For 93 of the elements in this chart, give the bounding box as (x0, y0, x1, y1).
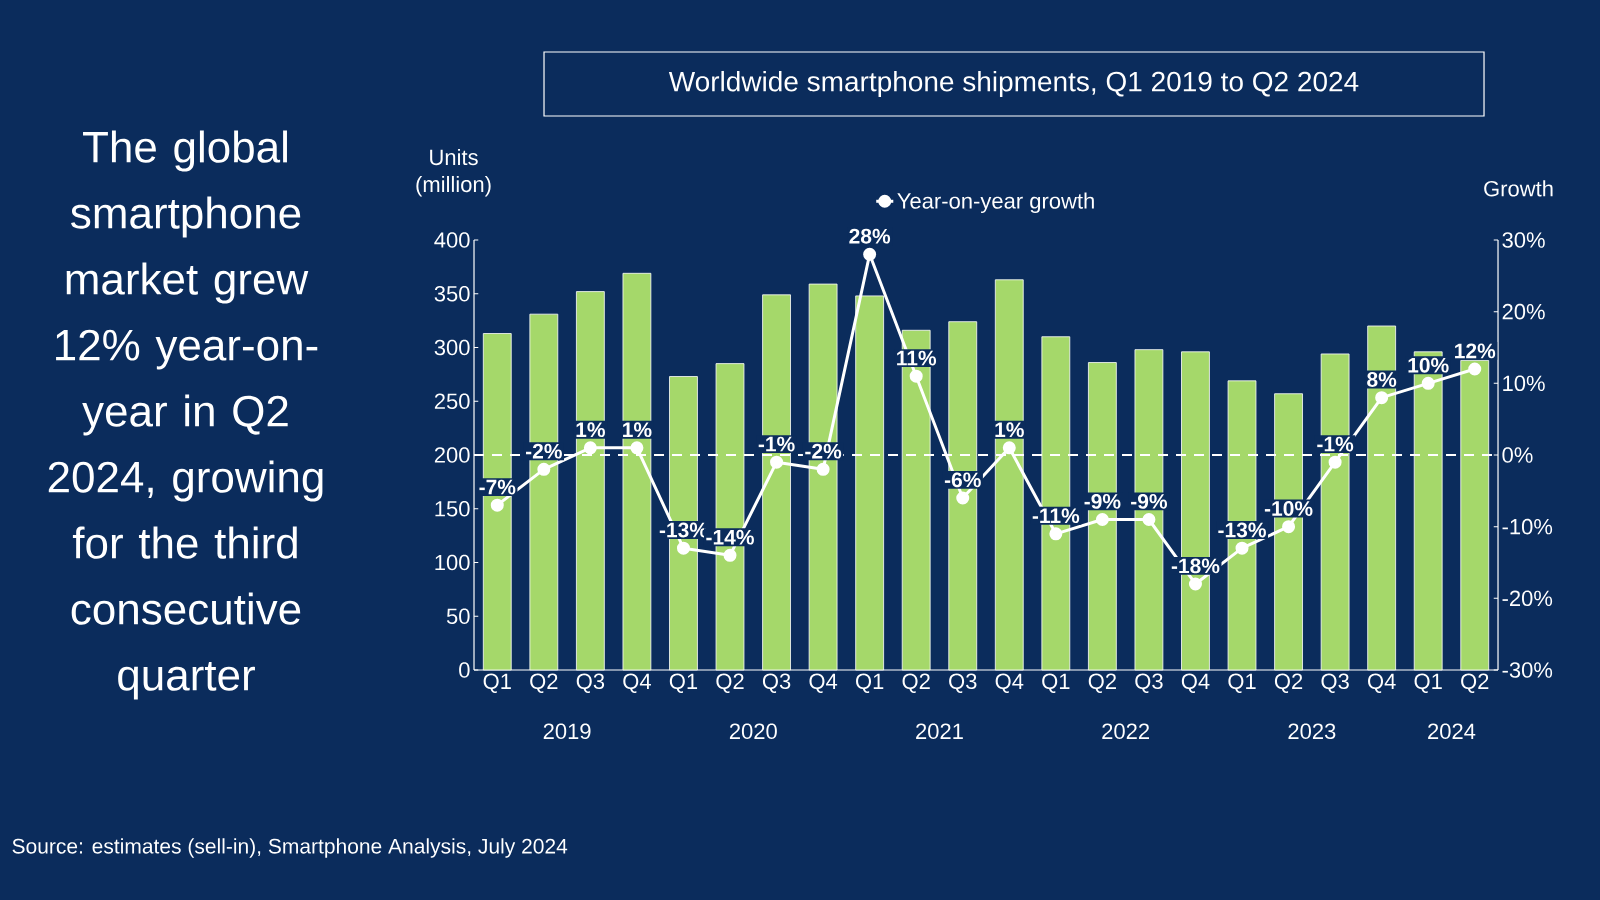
legend-label: Year-on-year growth (897, 192, 1094, 214)
x-tick-label: Q1 (1042, 673, 1070, 694)
x-tick-label: Q4 (623, 673, 651, 694)
point (630, 441, 644, 455)
point (1421, 376, 1435, 390)
data-label: -1% (758, 436, 795, 452)
x-tick-label: Q2 (716, 673, 744, 694)
y-tick-label: 0 (459, 662, 470, 678)
point (1468, 362, 1482, 376)
point (1375, 391, 1389, 405)
text: 2020 (729, 723, 777, 740)
x-tick-label: Q3 (949, 673, 977, 694)
point (816, 462, 830, 476)
x-tick-label: Q1 (483, 673, 511, 694)
point (583, 441, 597, 455)
x-tick-label: Q3 (762, 673, 791, 694)
x-tick-label: Q3 (1321, 673, 1349, 694)
point (1095, 513, 1109, 526)
point (1002, 441, 1016, 455)
x-tick-label: Q1 (1228, 673, 1256, 694)
x-tick-label: Q2 (1088, 673, 1116, 694)
point (1282, 520, 1296, 534)
text: 2019 (543, 723, 591, 740)
data-label: -10% (1264, 501, 1313, 516)
data-label: -1% (1317, 436, 1354, 452)
data-label: 28% (849, 228, 891, 244)
point (1049, 527, 1063, 541)
y2-tick-label: -10% (1502, 518, 1553, 535)
x-tick-label: Q1 (1414, 673, 1442, 694)
data-label: -7% (479, 479, 516, 495)
data-label: -9% (1084, 493, 1121, 509)
y-tick-label: 200 (434, 447, 470, 463)
point (1142, 513, 1156, 526)
data-label: 1% (623, 422, 652, 438)
y-tick-label: 400 (434, 232, 470, 248)
y-tick-label: 250 (434, 393, 470, 410)
y-tick-label: 350 (434, 285, 470, 302)
data-label: -13% (1218, 522, 1266, 538)
text: The global smartphone market grew 12% year-on-year in Q2 2024, growing for the third consecutive quarter (48, 130, 323, 700)
point (1328, 455, 1342, 469)
y-axis-title: Units (million) (416, 148, 491, 197)
y2-tick-label: 0% (1502, 447, 1533, 463)
x-tick-label: Q2 (530, 673, 558, 694)
point (956, 491, 970, 505)
x-tick-label: Q1 (856, 673, 884, 694)
data-label: -18% (1171, 558, 1220, 574)
data-label: 1% (995, 422, 1024, 438)
point (1188, 577, 1202, 591)
y-tick-label: 100 (435, 554, 470, 571)
x-tick-label: Q2 (1461, 673, 1489, 694)
x-tick-label: Q3 (1135, 673, 1163, 694)
y-tick-label: 300 (434, 339, 470, 356)
data-label: -9% (1131, 493, 1168, 509)
text: 2022 (1102, 723, 1150, 740)
data-label: 10% (1408, 357, 1449, 373)
y2-axis-title: Growth (1484, 180, 1553, 197)
point (537, 462, 551, 476)
point (770, 455, 784, 469)
source-note: Source: estimates (sell-in), Smartphone Analysis, July 2024 (12, 838, 568, 858)
data-label: -11% (1032, 508, 1080, 524)
point (676, 541, 690, 555)
data-label: 8% (1367, 372, 1397, 387)
data-label: -2% (525, 443, 562, 459)
x-tick-label: Q4 (809, 673, 838, 694)
point (1235, 541, 1249, 555)
y2-tick-label: -20% (1502, 590, 1553, 607)
data-label: 12% (1455, 343, 1496, 359)
x-tick-label: Q2 (902, 673, 930, 694)
point (863, 247, 877, 261)
y2-tick-label: -30% (1502, 662, 1553, 678)
x-tick-label: Q4 (995, 673, 1024, 694)
y-tick-label: 50 (446, 608, 470, 625)
x-tick-label: Q4 (1368, 673, 1396, 694)
x-tick-label: Q4 (1181, 673, 1210, 694)
data-label: -6% (944, 472, 981, 488)
point (723, 548, 737, 562)
x-tick-label: Q1 (669, 673, 698, 694)
data-label: -2% (805, 443, 842, 459)
y-tick-label: 150 (435, 500, 470, 517)
data-label: 11% (897, 350, 937, 366)
y2-tick-label: 30% (1502, 232, 1545, 248)
y2-tick-label: 20% (1502, 303, 1545, 320)
y2-tick-label: 10% (1503, 375, 1545, 392)
point (909, 369, 923, 383)
data-label: 1% (576, 422, 605, 438)
chart-title: Worldwide smartphone shipments, Q1 2019 to Q2 2024 (668, 70, 1359, 98)
x-tick-label: Q3 (576, 673, 605, 694)
x-tick-label: Q2 (1274, 673, 1303, 694)
point (490, 498, 504, 512)
text: 2024 (1428, 723, 1476, 740)
data-label: -14% (706, 529, 754, 545)
text: 2021 (916, 723, 963, 740)
text: 2023 (1288, 723, 1336, 740)
